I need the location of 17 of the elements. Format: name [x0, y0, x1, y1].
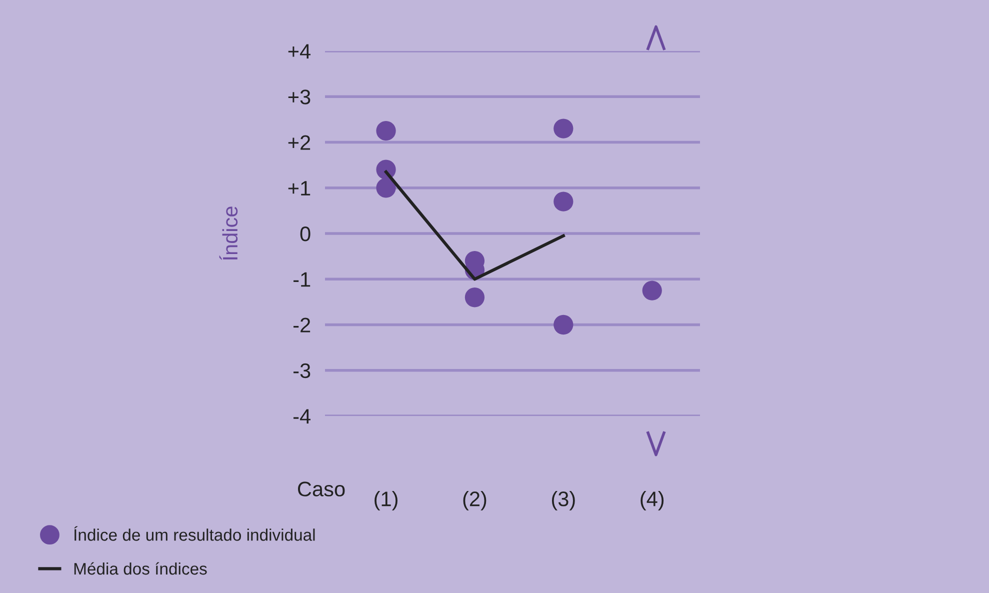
- y-tick-label: 0: [300, 226, 310, 242]
- y-tick-label: -1: [294, 272, 310, 287]
- x-tick-label: (4): [640, 491, 664, 510]
- legend-label: Média dos índices: [74, 562, 207, 575]
- y-tick-label: +3: [288, 90, 310, 104]
- y-tick-label: -2: [294, 318, 310, 332]
- legend-label: Índice de um resultado individual: [74, 526, 315, 541]
- x-tick-label: (2): [463, 491, 486, 510]
- y-tick-label: +1: [288, 181, 310, 196]
- x-tick-label: (3): [552, 491, 575, 510]
- y-axis-title: Índice: [219, 206, 238, 260]
- x-axis-title: Caso: [298, 482, 345, 496]
- y-tick-label: -3: [294, 363, 310, 378]
- y-tick-label: +4: [288, 44, 310, 59]
- x-tick-label: (1): [374, 491, 398, 510]
- y-tick-label: +2: [288, 135, 310, 150]
- y-tick-label: -4: [294, 409, 311, 424]
